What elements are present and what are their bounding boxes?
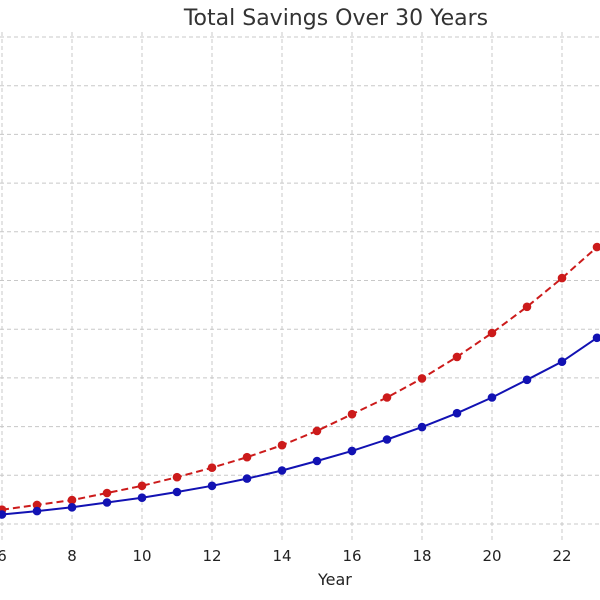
data-point bbox=[312, 456, 322, 466]
data-point bbox=[382, 393, 392, 402]
data-point bbox=[32, 500, 42, 510]
data-point bbox=[67, 495, 77, 505]
data-point bbox=[522, 302, 532, 312]
data-point bbox=[242, 474, 252, 483]
x-tick-label: 22 bbox=[552, 547, 571, 565]
data-point bbox=[102, 488, 112, 498]
x-tick-label: 16 bbox=[342, 547, 361, 565]
series-line-0 bbox=[1, 246, 598, 511]
x-tick-label: 18 bbox=[412, 547, 431, 565]
data-point bbox=[452, 352, 462, 362]
data-point bbox=[172, 472, 182, 482]
data-point bbox=[0, 510, 7, 519]
chart-title: Total Savings Over 30 Years bbox=[183, 6, 489, 31]
data-point bbox=[347, 446, 357, 456]
data-point bbox=[487, 328, 497, 338]
data-point bbox=[487, 393, 497, 402]
x-tick-label: 12 bbox=[202, 547, 221, 565]
data-point bbox=[417, 374, 427, 383]
data-point bbox=[312, 426, 322, 436]
x-tick-label: 10 bbox=[132, 547, 151, 565]
grid bbox=[0, 32, 600, 542]
data-point bbox=[277, 466, 287, 475]
data-point bbox=[172, 487, 182, 497]
data-point bbox=[137, 493, 147, 503]
series-layer bbox=[0, 242, 600, 519]
data-point bbox=[557, 357, 567, 367]
data-point bbox=[382, 435, 392, 444]
data-point bbox=[32, 506, 42, 516]
data-point bbox=[207, 463, 217, 473]
data-point bbox=[347, 409, 357, 419]
data-point bbox=[557, 273, 567, 283]
data-point bbox=[207, 481, 217, 491]
data-point bbox=[102, 498, 112, 507]
data-point bbox=[592, 242, 600, 252]
data-point bbox=[417, 422, 427, 432]
data-point bbox=[592, 333, 600, 343]
data-point bbox=[522, 375, 532, 385]
x-tick-label: 8 bbox=[67, 547, 77, 565]
data-point bbox=[452, 408, 462, 418]
data-point bbox=[137, 481, 147, 491]
x-tick-label: 14 bbox=[272, 547, 291, 565]
data-point bbox=[242, 452, 252, 462]
x-tick-label: 6 bbox=[0, 547, 7, 565]
x-tick-labels: 6 8 10 12 14 16 18 20 22 bbox=[0, 547, 572, 565]
x-tick-label: 20 bbox=[482, 547, 501, 565]
x-axis-label: Year bbox=[318, 570, 352, 589]
data-point bbox=[277, 440, 287, 450]
data-point bbox=[67, 503, 77, 512]
series-line-1 bbox=[1, 336, 598, 516]
